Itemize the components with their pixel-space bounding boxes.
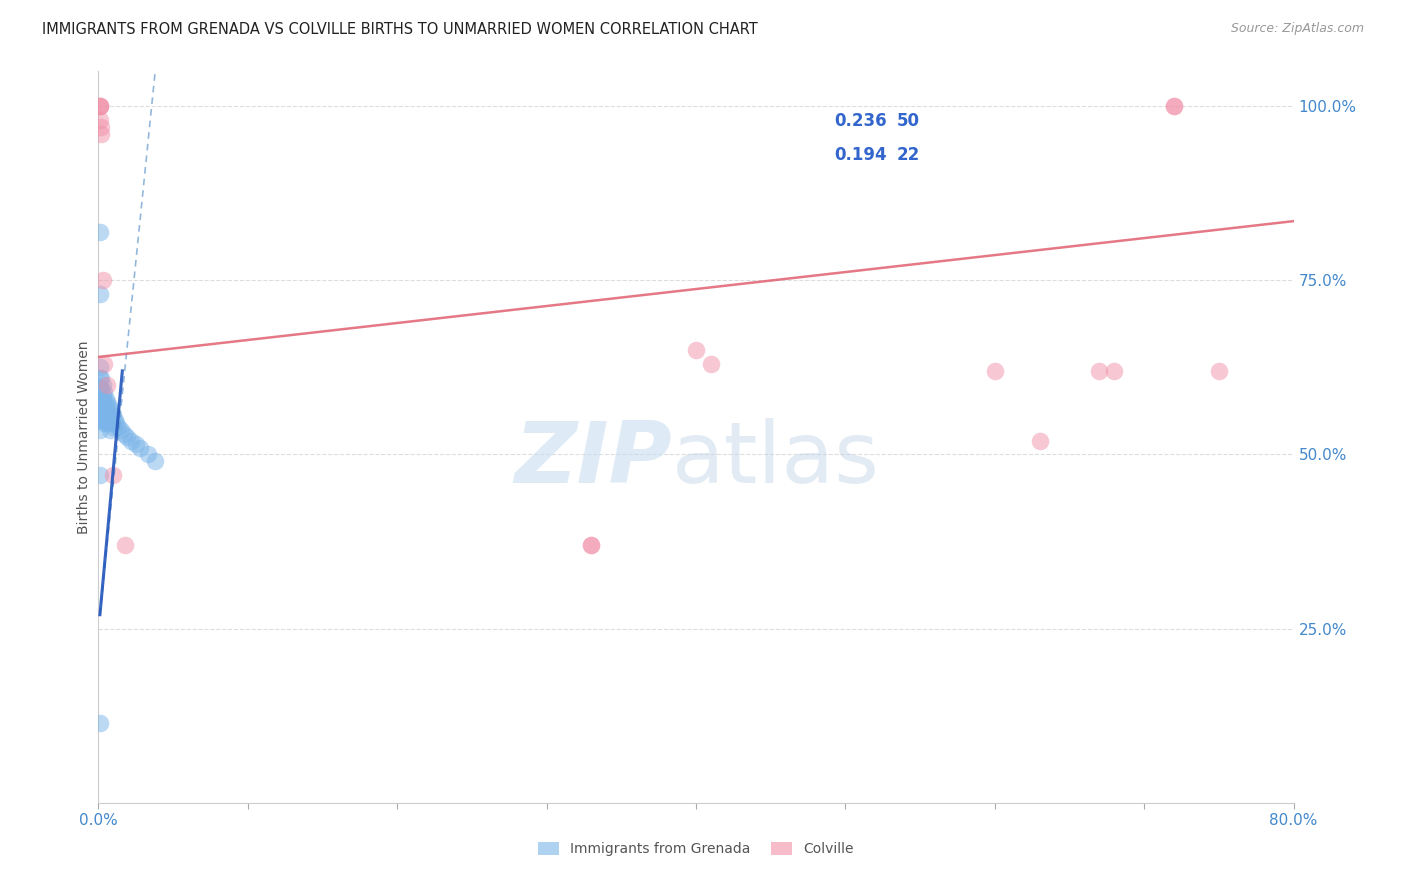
Point xyxy=(125,437,148,451)
Point xyxy=(115,430,138,444)
Point xyxy=(89,360,111,375)
Point xyxy=(112,426,135,441)
Point xyxy=(136,448,159,462)
Point xyxy=(89,99,111,113)
Point xyxy=(93,384,115,399)
Point xyxy=(700,357,723,371)
Point xyxy=(90,402,112,417)
Point xyxy=(89,99,111,113)
Point xyxy=(98,402,122,417)
Point xyxy=(89,225,111,239)
Point xyxy=(685,343,707,357)
Point xyxy=(91,388,114,402)
Point xyxy=(101,416,124,430)
Point xyxy=(114,538,136,552)
Point xyxy=(96,377,118,392)
Point xyxy=(1028,434,1050,448)
Text: ZIP: ZIP xyxy=(515,417,672,500)
Point xyxy=(89,412,111,426)
Point xyxy=(1104,364,1126,378)
Point xyxy=(90,412,112,426)
Point xyxy=(107,419,129,434)
Point xyxy=(97,399,120,413)
Point xyxy=(89,402,111,417)
Point xyxy=(103,409,125,424)
Point xyxy=(89,287,111,301)
Point xyxy=(984,364,1007,378)
Point xyxy=(93,357,115,371)
Point xyxy=(581,538,603,552)
Point xyxy=(110,423,132,437)
Y-axis label: Births to Unmarried Women: Births to Unmarried Women xyxy=(77,341,91,533)
Point xyxy=(90,127,112,141)
Text: Source: ZipAtlas.com: Source: ZipAtlas.com xyxy=(1230,22,1364,36)
Point xyxy=(94,412,117,426)
Point xyxy=(93,416,115,430)
Point xyxy=(1208,364,1230,378)
Point xyxy=(89,371,111,385)
Point xyxy=(98,423,122,437)
Point xyxy=(90,371,112,385)
Point xyxy=(94,392,117,406)
Point xyxy=(93,395,115,409)
Point xyxy=(89,113,111,128)
Point xyxy=(1163,99,1185,113)
Point xyxy=(96,406,118,420)
Point xyxy=(96,395,118,409)
Point xyxy=(105,416,128,430)
Point xyxy=(143,454,166,468)
Point xyxy=(97,409,120,424)
Point xyxy=(91,409,114,424)
Point xyxy=(89,715,111,730)
Point xyxy=(90,120,112,134)
Text: 0.194: 0.194 xyxy=(834,145,887,163)
Legend: Immigrants from Grenada, Colville: Immigrants from Grenada, Colville xyxy=(533,837,859,862)
Point xyxy=(98,412,122,426)
Point xyxy=(89,468,111,483)
Point xyxy=(129,441,152,455)
Point xyxy=(89,392,111,406)
Point xyxy=(103,419,125,434)
Point xyxy=(120,434,142,448)
Point xyxy=(91,273,114,287)
Text: 0.236: 0.236 xyxy=(834,112,887,129)
Point xyxy=(1163,99,1185,113)
Text: 50: 50 xyxy=(897,112,920,129)
Text: atlas: atlas xyxy=(672,417,880,500)
Point xyxy=(89,423,111,437)
Point xyxy=(104,412,127,426)
Point xyxy=(90,381,112,395)
Point xyxy=(101,406,124,420)
Point xyxy=(89,381,111,395)
Text: 22: 22 xyxy=(897,145,920,163)
Point xyxy=(90,392,112,406)
Point xyxy=(91,377,114,392)
Point xyxy=(1088,364,1111,378)
Point xyxy=(103,468,125,483)
Point xyxy=(96,416,118,430)
Point xyxy=(581,538,603,552)
Point xyxy=(89,99,111,113)
Point xyxy=(94,402,117,417)
Text: IMMIGRANTS FROM GRENADA VS COLVILLE BIRTHS TO UNMARRIED WOMEN CORRELATION CHART: IMMIGRANTS FROM GRENADA VS COLVILLE BIRT… xyxy=(42,22,758,37)
Point xyxy=(93,406,115,420)
Point xyxy=(91,399,114,413)
